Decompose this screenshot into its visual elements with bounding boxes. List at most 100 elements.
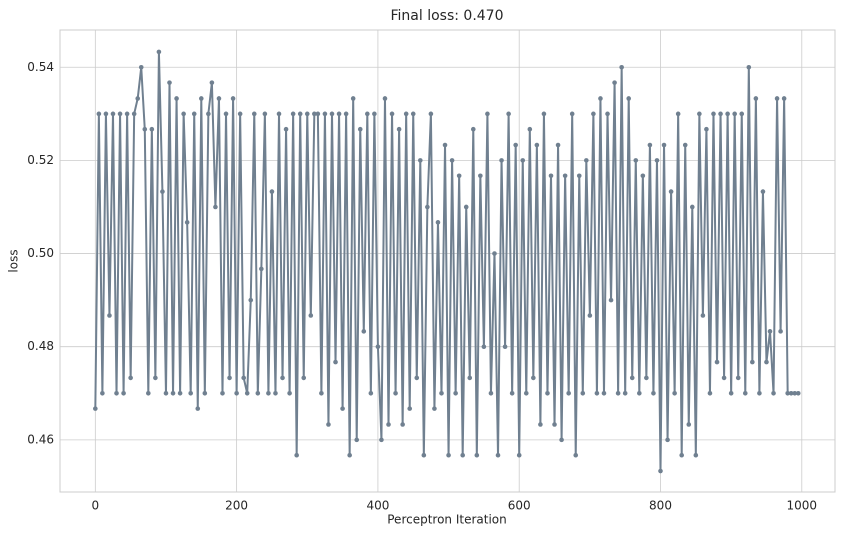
data-point (340, 406, 345, 411)
data-point (778, 329, 783, 334)
data-point (679, 452, 684, 458)
data-point (181, 111, 186, 117)
x-axis-label: Perceptron Iteration (387, 513, 507, 527)
data-point (237, 111, 243, 117)
data-point (386, 422, 391, 427)
data-point (626, 96, 632, 101)
data-point (142, 126, 148, 132)
data-point (732, 111, 737, 117)
data-point (407, 406, 413, 411)
data-point (788, 390, 794, 396)
data-point (700, 313, 706, 318)
data-point (410, 111, 416, 117)
data-point (177, 390, 183, 396)
data-point (312, 111, 317, 117)
data-point (160, 189, 165, 194)
data-point (665, 437, 670, 443)
data-point (357, 126, 363, 132)
data-point (329, 111, 335, 117)
data-point (647, 142, 653, 148)
data-point (425, 204, 430, 210)
data-point (492, 251, 497, 256)
data-point (280, 375, 285, 381)
data-point (785, 390, 790, 396)
data-point (389, 111, 395, 117)
data-point (485, 111, 490, 117)
data-point (757, 390, 762, 396)
data-point (598, 96, 603, 101)
data-point (693, 452, 699, 458)
data-point (234, 390, 239, 396)
data-point (651, 390, 656, 396)
data-point (711, 111, 716, 117)
data-point (213, 204, 218, 210)
data-point (562, 173, 568, 179)
data-point (414, 375, 420, 381)
x-tick-label: 1000 (787, 499, 818, 513)
x-tick-label: 600 (508, 499, 531, 513)
data-point (315, 111, 321, 117)
data-point (446, 452, 451, 458)
data-point (654, 158, 660, 163)
data-point (481, 344, 487, 349)
data-point (124, 111, 130, 117)
data-point (248, 297, 254, 303)
data-point (644, 375, 649, 381)
data-point (520, 158, 526, 163)
data-point (269, 189, 275, 194)
data-point (350, 96, 356, 101)
data-point (781, 96, 787, 101)
plot-frame (59, 29, 836, 493)
data-point (230, 96, 236, 101)
data-point (167, 80, 172, 85)
data-point (262, 111, 268, 117)
data-point (301, 375, 307, 381)
data-point (375, 344, 381, 349)
data-point (449, 158, 455, 163)
data-point (771, 390, 776, 396)
data-point (347, 452, 352, 458)
data-point (131, 111, 137, 117)
x-tick-label: 800 (649, 499, 672, 513)
y-axis-label: loss (7, 249, 21, 272)
data-point (439, 390, 444, 396)
data-point (474, 452, 480, 458)
data-point (576, 173, 582, 179)
y-tick-label: 0.52 (27, 153, 54, 167)
data-point (587, 313, 593, 318)
y-tick-label: 0.48 (27, 339, 54, 353)
data-point (135, 96, 141, 101)
data-point (488, 390, 494, 396)
data-point (478, 173, 483, 179)
data-point (442, 142, 448, 148)
data-point (418, 158, 423, 163)
data-point (421, 452, 427, 458)
data-point (739, 111, 745, 117)
data-point (516, 452, 522, 458)
data-point (146, 390, 151, 396)
data-point (361, 329, 367, 334)
data-point (750, 359, 755, 365)
data-point (456, 173, 462, 179)
data-point (548, 173, 554, 179)
data-point (400, 422, 405, 427)
data-point (615, 390, 621, 396)
data-point (718, 111, 723, 117)
data-point (675, 111, 681, 117)
data-point (594, 390, 600, 396)
data-point (114, 390, 119, 396)
data-point (509, 390, 515, 396)
data-point (658, 468, 663, 474)
data-point (428, 111, 434, 117)
data-point (365, 111, 370, 117)
x-tick-label: 400 (366, 499, 389, 513)
data-point (764, 359, 769, 365)
data-point (308, 313, 314, 318)
data-point (502, 344, 508, 349)
data-point (707, 390, 713, 396)
data-point (297, 111, 303, 117)
data-point (453, 390, 458, 396)
data-point (372, 111, 377, 117)
data-point (661, 142, 667, 148)
